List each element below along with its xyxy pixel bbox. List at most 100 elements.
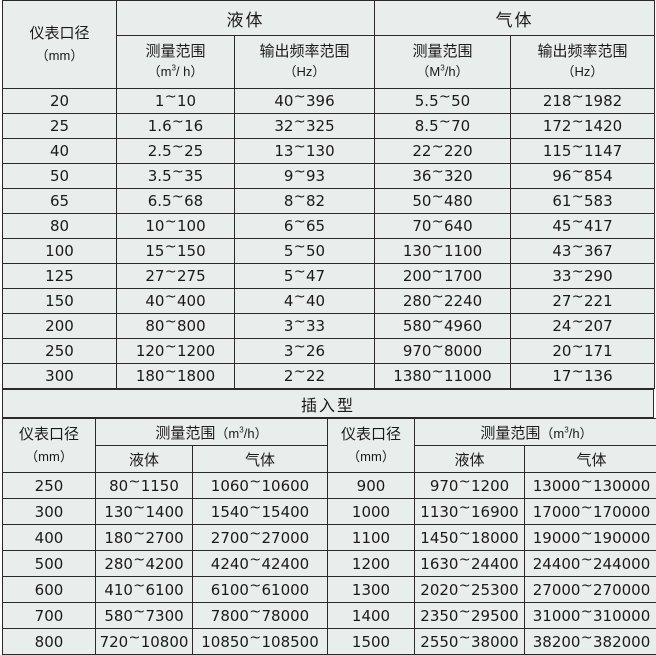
cell-liquid-range-right: 1450~18000 (415, 525, 525, 551)
cell-gas-range-left: 2700~27000 (193, 525, 328, 551)
cell-instrument-diameter: 80 (3, 214, 117, 239)
cell-gas-output-frequency: 33~290 (511, 264, 655, 289)
cell-liquid-output-frequency: 5~47 (235, 264, 375, 289)
cell-gas-range-right: 31000~310000 (525, 603, 656, 629)
table1-group-header-row: 仪表口径 （mm） 液体 气体 (3, 1, 655, 36)
header-instrument-diameter-name: 仪表口径 (29, 25, 89, 42)
cell-gas-output-frequency: 20~171 (511, 339, 655, 364)
cell-liquid-measuring-range: 1.6~16 (117, 114, 235, 139)
cell-liquid-output-frequency: 6~65 (235, 214, 375, 239)
cell-instrument-diameter: 125 (3, 264, 117, 289)
cell-gas-measuring-range: 50~480 (375, 189, 511, 214)
cell-gas-output-frequency: 218~1982 (511, 89, 655, 114)
cell-instrument-diameter-left: 600 (3, 577, 96, 603)
cell-instrument-diameter: 250 (3, 339, 117, 364)
header-media-gas-left: 气体 (193, 446, 328, 473)
cell-instrument-diameter-left: 300 (3, 499, 96, 525)
cell-gas-output-frequency: 61~583 (511, 189, 655, 214)
cell-gas-range-right: 27000~270000 (525, 577, 656, 603)
header-instrument-diameter: 仪表口径 （mm） (3, 1, 117, 89)
cell-liquid-measuring-range: 27~275 (117, 264, 235, 289)
header-media-gas-right: 气体 (525, 446, 656, 473)
cell-gas-output-frequency: 24~207 (511, 314, 655, 339)
cell-gas-output-frequency: 96~854 (511, 164, 655, 189)
cell-liquid-output-frequency: 32~325 (235, 114, 375, 139)
subheader-liquid-measuring-range-name: 测量范围 (145, 43, 205, 60)
cell-instrument-diameter: 25 (3, 114, 117, 139)
cell-liquid-measuring-range: 2.5~25 (117, 139, 235, 164)
cell-instrument-diameter-right: 1100 (328, 525, 415, 551)
header-instrument-diameter-left-unit: （mm） (25, 449, 73, 464)
header-instrument-diameter-unit: （mm） (36, 48, 84, 63)
cell-gas-output-frequency: 27~221 (511, 289, 655, 314)
cell-gas-range-right: 24400~244000 (525, 551, 656, 577)
cell-instrument-diameter-right: 1300 (328, 577, 415, 603)
insertion-type-label: 插入型 (3, 390, 654, 418)
subheader-gas-measuring-range-name: 测量范围 (412, 43, 472, 60)
header-measuring-range-right-unit: （m3/h） (540, 426, 592, 441)
cell-liquid-measuring-range: 10~100 (117, 214, 235, 239)
cell-gas-range-right: 19000~190000 (525, 525, 656, 551)
subheader-liquid-output-frequency: 输出频率范围 （Hz） (235, 36, 375, 89)
cell-gas-measuring-range: 580~4960 (375, 314, 511, 339)
cell-liquid-measuring-range: 180~1800 (117, 364, 235, 389)
cell-liquid-output-frequency: 8~82 (235, 189, 375, 214)
cell-instrument-diameter-left: 800 (3, 629, 96, 655)
cell-liquid-measuring-range: 40~400 (117, 289, 235, 314)
cell-liquid-output-frequency: 9~93 (235, 164, 375, 189)
cell-liquid-range-right: 2550~38000 (415, 629, 525, 655)
cell-liquid-measuring-range: 1~10 (117, 89, 235, 114)
header-measuring-range-left-unit: （m3/h） (215, 426, 267, 441)
header-instrument-diameter-right-name: 仪表口径 (341, 426, 401, 443)
spec-sheet: 仪表口径 （mm） 液体 气体 测量范围 （m3/ h） 输出频率范围 （Hz）… (0, 0, 656, 635)
cell-liquid-range-right: 2350~29500 (415, 603, 525, 629)
insertion-type-band-row: 插入型 (3, 390, 654, 418)
cell-instrument-diameter-right: 1200 (328, 551, 415, 577)
cell-gas-output-frequency: 45~417 (511, 214, 655, 239)
cell-gas-output-frequency: 43~367 (511, 239, 655, 264)
cell-gas-range-left: 7800~78000 (193, 603, 328, 629)
cell-liquid-output-frequency: 3~33 (235, 314, 375, 339)
header-instrument-diameter-right-unit: （mm） (347, 449, 395, 464)
cell-liquid-range-left: 280~4200 (96, 551, 193, 577)
cell-instrument-diameter-left: 250 (3, 473, 96, 499)
cell-liquid-output-frequency: 2~22 (235, 364, 375, 389)
cell-instrument-diameter-left: 400 (3, 525, 96, 551)
cell-instrument-diameter: 100 (3, 239, 117, 264)
cell-liquid-range-right: 2020~25300 (415, 577, 525, 603)
cell-instrument-diameter-right: 1400 (328, 603, 415, 629)
cell-liquid-range-left: 410~6100 (96, 577, 193, 603)
cell-gas-range-left: 4240~42400 (193, 551, 328, 577)
cell-instrument-diameter: 150 (3, 289, 117, 314)
cell-gas-output-frequency: 17~136 (511, 364, 655, 389)
cell-gas-measuring-range: 8.5~70 (375, 114, 511, 139)
cell-liquid-output-frequency: 3~26 (235, 339, 375, 364)
cell-liquid-range-right: 1630~24400 (415, 551, 525, 577)
cell-instrument-diameter: 50 (3, 164, 117, 189)
cell-gas-measuring-range: 5.5~50 (375, 89, 511, 114)
group-header-gas: 气体 (375, 1, 655, 36)
header-media-liquid-right: 液体 (415, 446, 525, 473)
header-measuring-range-left-name: 测量范围 (155, 425, 215, 442)
cell-instrument-diameter: 40 (3, 139, 117, 164)
cell-gas-output-frequency: 115~1147 (511, 139, 655, 164)
header-measuring-range-left: 测量范围（m3/h） (96, 419, 328, 446)
cell-liquid-range-left: 130~1400 (96, 499, 193, 525)
cell-gas-measuring-range: 970~8000 (375, 339, 511, 364)
cell-instrument-diameter: 200 (3, 314, 117, 339)
